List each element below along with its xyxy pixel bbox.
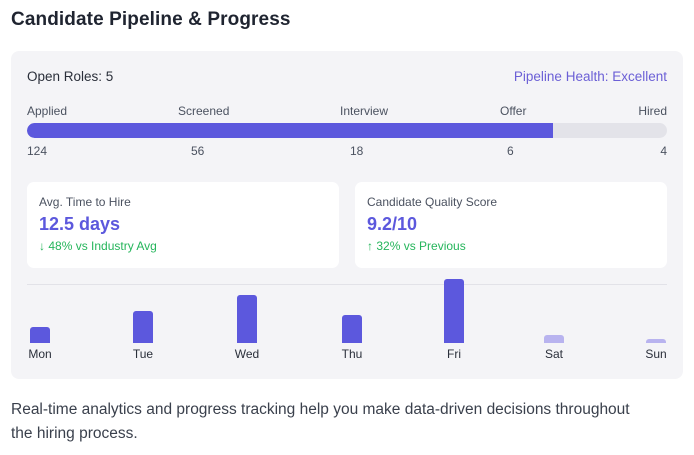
stage-label-applied: Applied xyxy=(27,104,68,118)
time-to-hire-label: Avg. Time to Hire xyxy=(39,195,131,209)
quality-score-label: Candidate Quality Score xyxy=(367,195,498,209)
stage-label-screened: Screened xyxy=(178,104,230,118)
stage-count-interview: 18 xyxy=(350,144,364,158)
pipeline-progress-fill xyxy=(27,123,554,138)
chart-bar-sat xyxy=(544,335,564,343)
chart-bar-tue xyxy=(133,311,153,343)
stage-count-hired: 4 xyxy=(660,144,667,158)
stage-label-offer: Offer xyxy=(500,104,527,118)
pipeline-panel: Open Roles: 5 Pipeline Health: Excellent… xyxy=(11,51,683,379)
open-roles-label: Open Roles: 5 xyxy=(27,69,114,84)
arrow-up-icon: ↑ xyxy=(367,239,373,253)
chart-day-label-fri: Fri xyxy=(447,347,461,361)
caption-text: Real-time analytics and progress trackin… xyxy=(11,401,630,442)
time-to-hire-card: Avg. Time to Hire 12.5 days ↓ 48% vs Ind… xyxy=(27,182,339,268)
chart-day-label-thu: Thu xyxy=(341,347,363,361)
chart-day-label-sun: Sun xyxy=(645,347,667,361)
time-to-hire-value: 12.5 days xyxy=(39,214,121,234)
chart-bar-mon xyxy=(30,327,50,343)
quality-score-delta-text: 32% vs Previous xyxy=(376,239,466,253)
chart-day-label-wed: Wed xyxy=(234,347,260,361)
arrow-down-icon: ↓ xyxy=(39,239,45,253)
stage-count-applied: 124 xyxy=(27,144,48,158)
chart-bar-thu xyxy=(342,315,362,343)
quality-score-card: Candidate Quality Score 9.2/10 ↑ 32% vs … xyxy=(355,182,667,268)
page-title: Candidate Pipeline & Progress xyxy=(11,9,291,30)
stage-count-screened: 56 xyxy=(191,144,205,158)
stage-count-offer: 6 xyxy=(507,144,514,158)
time-to-hire-delta-text: 48% vs Industry Avg xyxy=(48,239,157,253)
stage-label-interview: Interview xyxy=(340,104,389,118)
chart-bar-fri xyxy=(444,279,464,343)
quality-score-delta: ↑ 32% vs Previous xyxy=(367,239,466,253)
chart-day-label-sat: Sat xyxy=(544,347,563,361)
time-to-hire-delta: ↓ 48% vs Industry Avg xyxy=(39,239,157,253)
chart-bar-sun xyxy=(646,339,666,343)
chart-bar-wed xyxy=(237,295,257,343)
stage-label-hired: Hired xyxy=(638,104,667,118)
chart-day-label-mon: Mon xyxy=(28,347,52,361)
quality-score-value: 9.2/10 xyxy=(367,214,418,234)
pipeline-health-status: Pipeline Health: Excellent xyxy=(513,69,667,84)
chart-divider xyxy=(27,284,667,285)
pipeline-progress-track xyxy=(27,123,667,138)
chart-day-label-tue: Tue xyxy=(132,347,154,361)
